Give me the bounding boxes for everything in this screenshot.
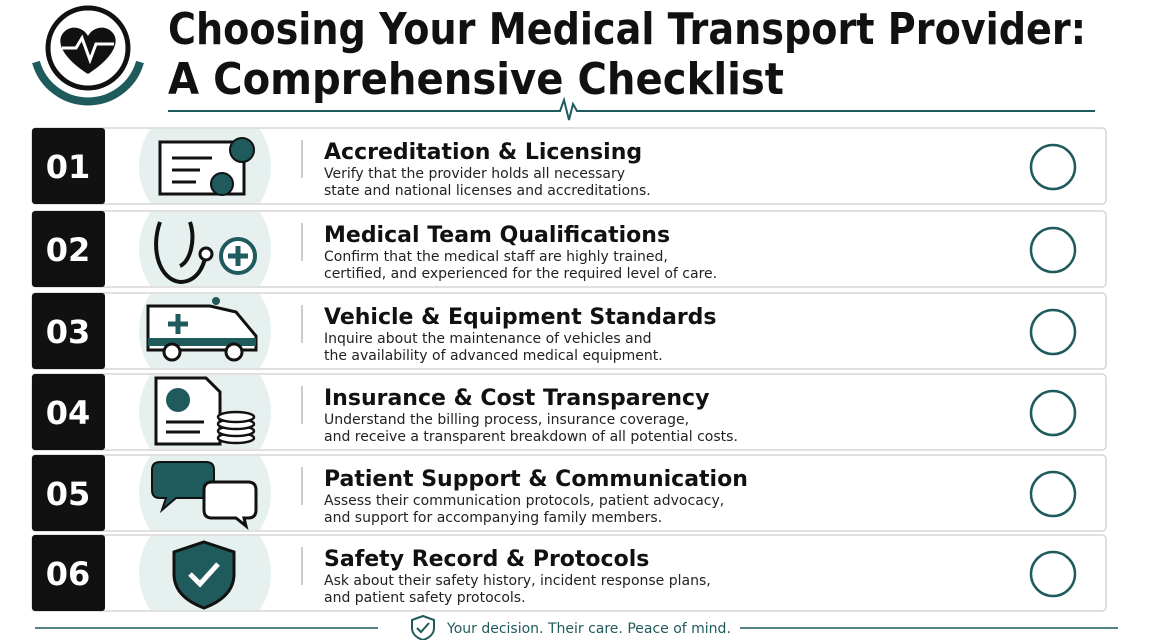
checkbox[interactable] [1029, 226, 1077, 274]
icon-part [166, 420, 204, 434]
icon-part [151, 461, 215, 514]
item-title: Insurance & Cost Transparency [324, 386, 709, 411]
number-block [32, 293, 105, 369]
item-description: Assess their communication protocols, pa… [324, 493, 724, 509]
item-description: Ask about their safety history, incident… [324, 573, 711, 589]
icon-part [154, 221, 208, 285]
footer: Your decision. Their care. Peace of mind… [35, 614, 1118, 640]
item-icon [151, 461, 258, 530]
icon-part [168, 314, 188, 334]
icon-part [178, 221, 195, 268]
title-line: A Comprehensive Checklist [168, 54, 784, 105]
item-title: Safety Record & Protocols [324, 547, 649, 572]
item-number: 06 [46, 555, 91, 593]
item-number: 04 [46, 394, 91, 432]
checkbox[interactable] [1029, 389, 1077, 437]
item-title: Vehicle & Equipment Standards [324, 305, 717, 330]
item-number: 02 [46, 231, 91, 269]
icon-part [154, 376, 222, 446]
item-title: Patient Support & Communication [324, 467, 748, 492]
number-block [32, 211, 105, 287]
item-description: and receive a transparent breakdown of a… [324, 429, 738, 445]
item-description: the availability of advanced medical equ… [324, 348, 663, 364]
logo [32, 5, 144, 106]
item-description: state and national licenses and accredit… [324, 183, 651, 199]
checkbox[interactable] [1029, 308, 1077, 356]
item-description: and patient safety protocols. [324, 590, 526, 606]
icon-part [224, 342, 244, 362]
item-icon [154, 376, 256, 446]
checklist-item: 04 Insurance & Cost TransparencyUnderstan… [31, 373, 1107, 451]
item-number: 01 [46, 148, 91, 186]
title-line: Choosing Your Medical Transport Provider… [168, 4, 1086, 55]
number-block [32, 128, 105, 204]
checkbox[interactable] [1029, 470, 1077, 518]
item-title: Medical Team Qualifications [324, 223, 670, 248]
item-description: Understand the billing process, insuranc… [324, 412, 689, 428]
icon-part [216, 410, 256, 424]
item-description: and support for accompanying family memb… [324, 510, 662, 526]
checkbox[interactable] [1029, 550, 1077, 598]
icon-part [148, 338, 256, 346]
item-description: Confirm that the medical staff are highl… [324, 249, 668, 265]
title-underline [168, 96, 1095, 121]
item-icon [158, 137, 255, 196]
number-block [32, 535, 105, 611]
item-title: Accreditation & Licensing [324, 140, 642, 165]
checkbox[interactable] [1029, 143, 1077, 191]
item-icon [172, 540, 236, 610]
icon-part [210, 172, 234, 196]
icon-part [172, 156, 212, 184]
number-block [32, 374, 105, 450]
icon-part [162, 342, 182, 362]
item-description: Verify that the provider holds all neces… [324, 166, 625, 182]
item-icon [146, 297, 258, 362]
icon-part [188, 562, 220, 588]
icon-part [166, 388, 190, 412]
item-description: Inquire about the maintenance of vehicle… [324, 331, 652, 347]
tagline: Your decision. Their care. Peace of mind… [446, 621, 731, 637]
checklist-item: 05 Patient Support & CommunicationAssess … [31, 454, 1107, 532]
item-description: certified, and experienced for the requi… [324, 266, 717, 282]
icon-part [228, 246, 248, 266]
icon-part [172, 540, 236, 610]
icon-part [212, 297, 220, 305]
item-number: 05 [46, 475, 91, 513]
item-number: 03 [46, 313, 91, 351]
icon-part [202, 480, 258, 530]
icon-part [198, 246, 214, 262]
item-icon [154, 221, 257, 285]
icon-part [229, 137, 255, 163]
number-block [32, 455, 105, 531]
